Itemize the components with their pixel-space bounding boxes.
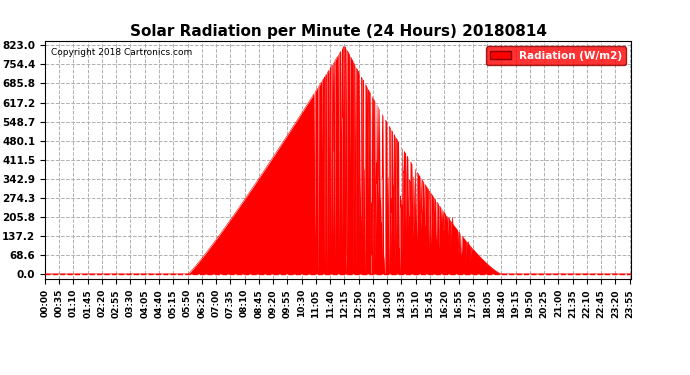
Legend: Radiation (W/m2): Radiation (W/m2)	[486, 46, 626, 65]
Title: Solar Radiation per Minute (24 Hours) 20180814: Solar Radiation per Minute (24 Hours) 20…	[130, 24, 546, 39]
Text: Copyright 2018 Cartronics.com: Copyright 2018 Cartronics.com	[51, 48, 192, 57]
